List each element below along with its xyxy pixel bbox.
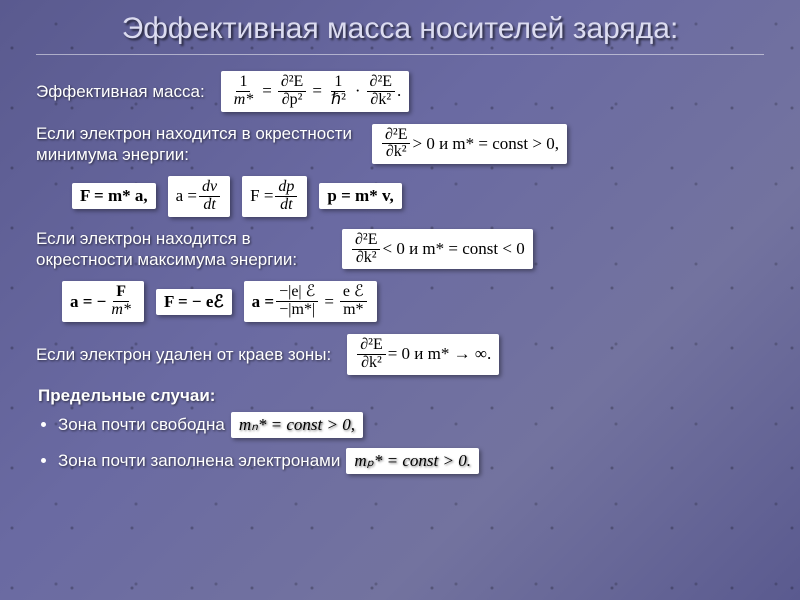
bullet-free-zone: Зона почти свободна mₙ* = const > 0,	[58, 410, 764, 440]
label-max-energy: Если электрон находится в окрестности ма…	[36, 228, 326, 271]
formula-effective-mass: 1m* = ∂²E∂p² = 1ℏ² · ∂²E∂k² .	[221, 71, 410, 112]
row-effective-mass: Эффективная масса: 1m* = ∂²E∂p² = 1ℏ² · …	[36, 69, 764, 114]
formula-p-mv: p = m* v,	[319, 183, 401, 209]
formula-F-eE: F = − eℰ	[156, 289, 232, 315]
formula-F-dpdt: F = dpdt	[242, 176, 307, 217]
label-effective-mass: Эффективная масса:	[36, 81, 205, 102]
label-far-edge: Если электрон удален от краев зоны:	[36, 344, 331, 365]
label-limit-cases: Предельные случаи:	[38, 385, 764, 406]
bullet-list: Зона почти свободна mₙ* = const > 0, Зон…	[58, 410, 764, 476]
formula-F-ma: F = m* a,	[72, 183, 156, 209]
formula-a-expand: a = −|e| ℰ−|m*| = e ℰm*	[244, 281, 377, 322]
slide: Эффективная масса носителей заряда: Эффе…	[0, 0, 800, 502]
formula-mp: mₚ* = const > 0.	[346, 448, 479, 474]
formula-far-edge: ∂²E∂k² = 0 и m* → ∞.	[347, 334, 499, 375]
slide-title: Эффективная масса носителей заряда:	[36, 12, 764, 55]
row-min-energy: Если электрон находится в окрестности ми…	[36, 122, 764, 167]
formula-mn: mₙ* = const > 0,	[231, 412, 363, 438]
row-acceleration: a = − Fm* F = − eℰ a = −|e| ℰ−|m*| = e ℰ…	[56, 279, 764, 324]
formula-a-dvdt: a = dvdt	[168, 176, 231, 217]
formula-min-energy: ∂²E∂k² > 0 и m* = const > 0,	[372, 124, 567, 165]
formula-max-energy: ∂²E∂k² < 0 и m* = const < 0	[342, 229, 533, 270]
row-far-edge: Если электрон удален от краев зоны: ∂²E∂…	[36, 332, 764, 377]
label-min-energy: Если электрон находится в окрестности ми…	[36, 123, 356, 166]
row-max-energy: Если электрон находится в окрестности ма…	[36, 227, 764, 272]
formula-a-neg: a = − Fm*	[62, 281, 144, 322]
row-newton: F = m* a, a = dvdt F = dpdt p = m* v,	[66, 174, 764, 219]
bullet-full-zone: Зона почти заполнена электронами mₚ* = c…	[58, 446, 764, 476]
